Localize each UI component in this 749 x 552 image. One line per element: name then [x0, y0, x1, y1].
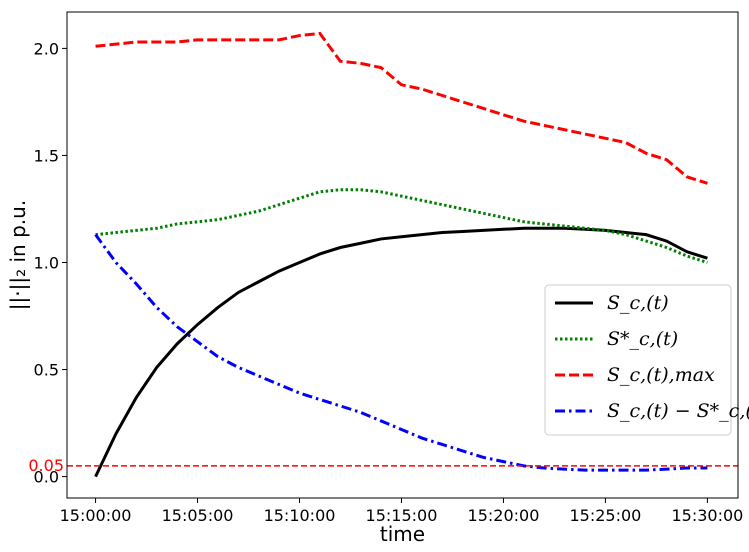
legend: S_c,(t) S*_c,(t) S_c,(t),max S_c,(t) − S*_c…: [544, 284, 749, 436]
legend-label-2: S*_c,(t): [607, 328, 678, 350]
plot-frame: [66, 11, 739, 499]
y-tick-label: 2.0: [34, 39, 59, 58]
x-tick-label: 15:05:00: [162, 506, 234, 525]
y-tick-label: 0.5: [34, 361, 59, 380]
y-axis-label: ||·||₂ in p.u.: [6, 200, 30, 310]
y-tick-label: 0.0: [34, 468, 59, 487]
x-tick-label: 15:15:00: [366, 506, 438, 525]
x-tick-label: 15:30:00: [671, 506, 743, 525]
series-line-1: [94, 226, 708, 478]
x-tick-label: 15:20:00: [468, 506, 540, 525]
x-tick-label: 15:00:00: [60, 506, 132, 525]
x-tick-label: 15:25:00: [570, 506, 642, 525]
series-line-4: [94, 233, 708, 472]
legend-label-1: S_c,(t): [607, 292, 669, 314]
plot-area: [67, 31, 738, 478]
legend-label-4: S_c,(t) − S*_c,(t): [607, 400, 749, 422]
x-axis-label: time: [380, 522, 425, 546]
y-tick-label: 1.0: [34, 253, 59, 272]
threshold-label: 0.05: [28, 456, 64, 475]
series-line-3: [95, 31, 708, 185]
legend-label-3: S_c,(t),max: [607, 364, 715, 386]
legend-box: [544, 284, 732, 436]
series-line-2: [95, 188, 708, 264]
x-tick-label: 15:10:00: [264, 506, 336, 525]
y-tick-label: 1.5: [34, 146, 59, 165]
axes: 0.050.0 0.5 1.0 1.5 2.0 15:00:00 15:05:00 15:10…: [28, 11, 743, 525]
